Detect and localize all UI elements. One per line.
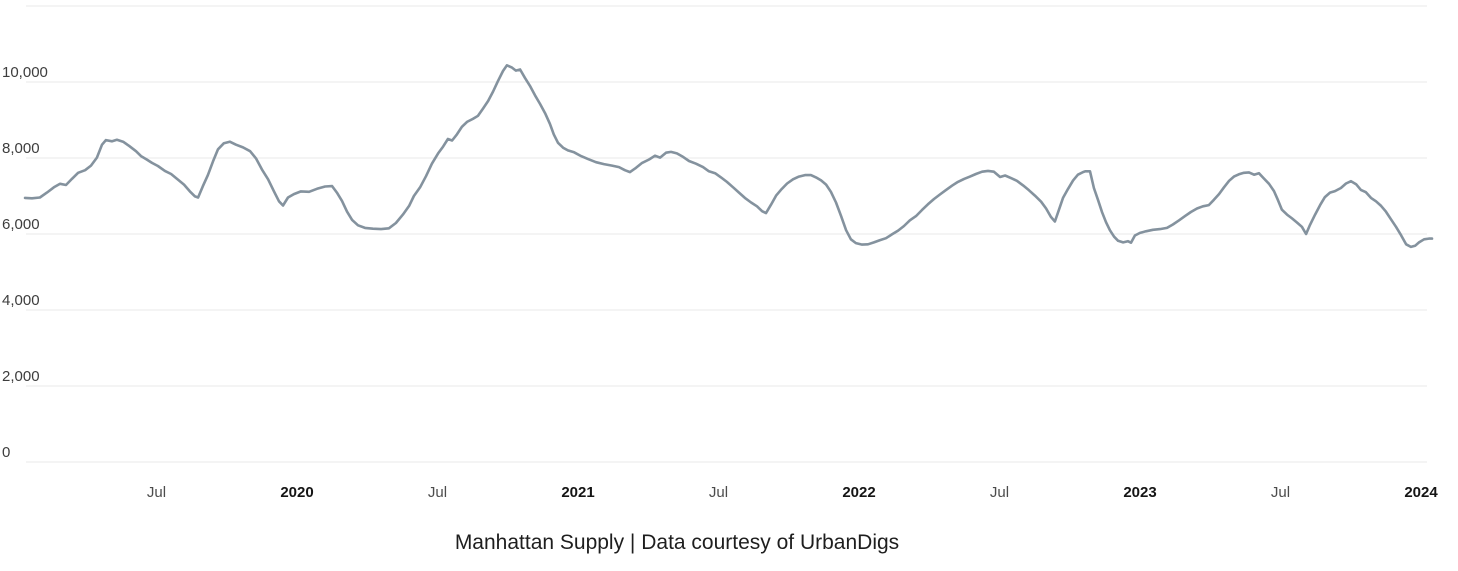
x-tick-label: 2021	[561, 484, 594, 501]
x-tick-label: 2024	[1404, 484, 1438, 501]
x-tick-label: Jul	[1271, 484, 1290, 501]
x-tick-label: 2023	[1123, 484, 1156, 501]
supply-line	[23, 64, 1434, 249]
y-tick-label: 10,000	[2, 64, 48, 81]
x-tick-label: 2020	[280, 484, 313, 501]
x-tick-label: Jul	[428, 484, 447, 501]
x-tick-label: Jul	[147, 484, 166, 501]
x-tick-label: Jul	[990, 484, 1009, 501]
chart-caption: Manhattan Supply | Data courtesy of Urba…	[454, 531, 900, 554]
y-tick-label: 0	[2, 444, 10, 461]
y-tick-label: 6,000	[2, 216, 40, 233]
supply-line-chart: 0 2,000 4,000 6,000 8,000 10,000 Jul 2020 Jul 202…	[2, 5, 1438, 501]
y-tick-label: 2,000	[2, 368, 40, 385]
x-tick-label: 2022	[842, 484, 875, 501]
y-tick-label: 4,000	[2, 292, 40, 309]
y-tick-label: 8,000	[2, 140, 40, 157]
x-tick-label: Jul	[709, 484, 728, 501]
